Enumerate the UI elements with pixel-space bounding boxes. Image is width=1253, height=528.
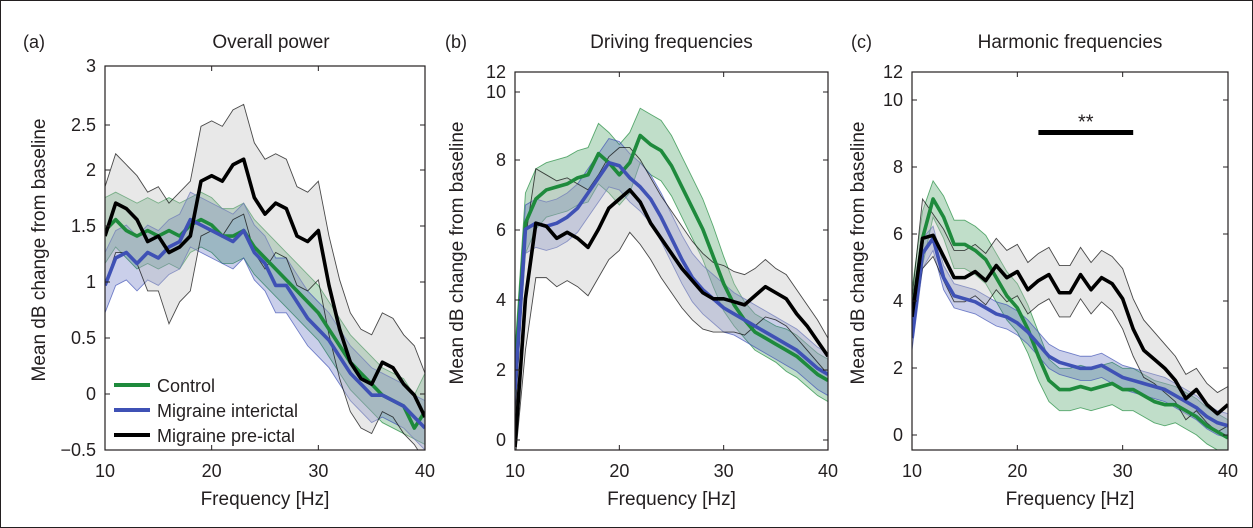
x-tick-label: 30: [308, 461, 328, 481]
y-axis-label: Mean dB change from baseline: [848, 122, 869, 385]
legend: Control Migraine interictal Migraine pre-i…: [114, 376, 298, 446]
band-migraine-interictal: [105, 192, 425, 450]
x-axis-label: Frequency [Hz]: [201, 489, 330, 510]
panel-label: (c): [851, 32, 872, 52]
band-migraine-pre-ictal: [515, 147, 828, 450]
band-lower-edge: [912, 249, 1228, 439]
plot-area: [912, 179, 1228, 450]
band-upper-edge: [515, 107, 828, 360]
axes-box: [911, 71, 1229, 451]
panel-label: (a): [23, 32, 45, 52]
band-upper-edge: [105, 103, 425, 374]
band-lower-edge: [105, 213, 419, 450]
significance-stars: **: [1078, 111, 1094, 133]
plot-area: [105, 103, 425, 450]
y-tick-label: 6: [496, 220, 506, 240]
band-upper-edge: [912, 197, 1228, 394]
y-tick-label: 10: [486, 82, 506, 102]
panel-c: 10 20 30 40 0 2 4 6 8 10 12 (c) Harmonic frequencies…: [848, 32, 1238, 510]
band-upper-edge: [515, 147, 828, 420]
series-line-migraine-interictal: [515, 160, 828, 390]
y-axis-label: Mean dB change from baseline: [29, 119, 50, 382]
y-axis-label: Mean dB change from baseline: [447, 122, 468, 385]
y-tick-label: 3: [86, 56, 96, 76]
series-line-migraine-pre-ictal: [515, 188, 828, 448]
band-control: [912, 180, 1228, 450]
y-tick-label: 0: [893, 425, 903, 445]
panel-title: Driving frequencies: [590, 32, 753, 53]
plot-area: [515, 107, 828, 450]
x-tick-label: 40: [1218, 461, 1238, 481]
y-tick-label: −0.5: [60, 440, 96, 460]
legend-label: Migraine interictal: [157, 401, 298, 421]
series-line-migraine-interictal: [912, 236, 1228, 428]
x-tick-label: 20: [202, 461, 222, 481]
series-line-control: [515, 133, 828, 383]
panel-title: Harmonic frequencies: [978, 32, 1163, 53]
y-tick-label: 2: [86, 160, 96, 180]
series-line-migraine-pre-ictal: [105, 157, 425, 418]
x-tick-label: 30: [1113, 461, 1133, 481]
y-tick-label: 0: [496, 430, 506, 450]
y-tick-label: 1.5: [71, 216, 96, 236]
y-tick-label: 12: [486, 62, 506, 82]
y-tick-label: 0.5: [71, 328, 96, 348]
series-line-control: [912, 197, 1228, 440]
band-lower-edge: [515, 161, 828, 403]
y-tick-label: 10: [883, 90, 903, 110]
x-tick-label: 10: [505, 461, 525, 481]
x-tick-label: 30: [714, 461, 734, 481]
band-lower-edge: [105, 246, 425, 450]
x-tick-label: 40: [818, 461, 838, 481]
x-axis-label: Frequency [Hz]: [1006, 489, 1135, 510]
panel-title: Overall power: [212, 32, 330, 53]
band-migraine-pre-ictal: [912, 199, 1228, 432]
y-tick-label: 12: [883, 62, 903, 82]
y-tick-label: 8: [496, 150, 506, 170]
band-lower-edge: [912, 255, 1228, 433]
band-lower-edge: [515, 231, 828, 450]
x-tick-label: 40: [415, 461, 435, 481]
legend-label: Control: [157, 376, 215, 396]
y-tick-label: 4: [893, 291, 903, 311]
series-line-migraine-pre-ictal: [912, 233, 1228, 416]
series-line-migraine-interictal: [105, 217, 425, 430]
x-tick-label: 20: [1007, 461, 1027, 481]
band-migraine-interictal: [515, 138, 828, 411]
band-upper-edge: [105, 191, 425, 402]
y-tick-label: 2.5: [71, 115, 96, 135]
panel-label: (b): [445, 32, 467, 52]
band-lower-edge: [912, 215, 1220, 450]
y-tick-label: 1: [86, 272, 96, 292]
y-tick-label: 0: [86, 384, 96, 404]
x-tick-label: 20: [609, 461, 629, 481]
y-tick-label: 4: [496, 290, 506, 310]
x-axis-label: Frequency [Hz]: [607, 489, 736, 510]
panel-a: 10 20 30 40 −0.5 0 0.5 1 1.5 2 2.5 3 (a) Overall powe…: [23, 32, 435, 510]
x-tick-label: 10: [95, 461, 115, 481]
band-upper-edge: [105, 191, 425, 397]
x-tick-label: 10: [902, 461, 922, 481]
legend-label: Migraine pre-ictal: [157, 426, 295, 446]
band-upper-edge: [515, 138, 828, 369]
y-tick-label: 2: [893, 358, 903, 378]
y-tick-label: 2: [496, 360, 506, 380]
axes-box: [514, 71, 829, 451]
y-tick-label: 8: [893, 157, 903, 177]
band-upper-edge: [912, 179, 1228, 421]
axes-box: [104, 65, 426, 451]
y-tick-label: 6: [893, 224, 903, 244]
band-lower-edge: [105, 246, 425, 445]
band-lower-edge: [515, 186, 828, 411]
